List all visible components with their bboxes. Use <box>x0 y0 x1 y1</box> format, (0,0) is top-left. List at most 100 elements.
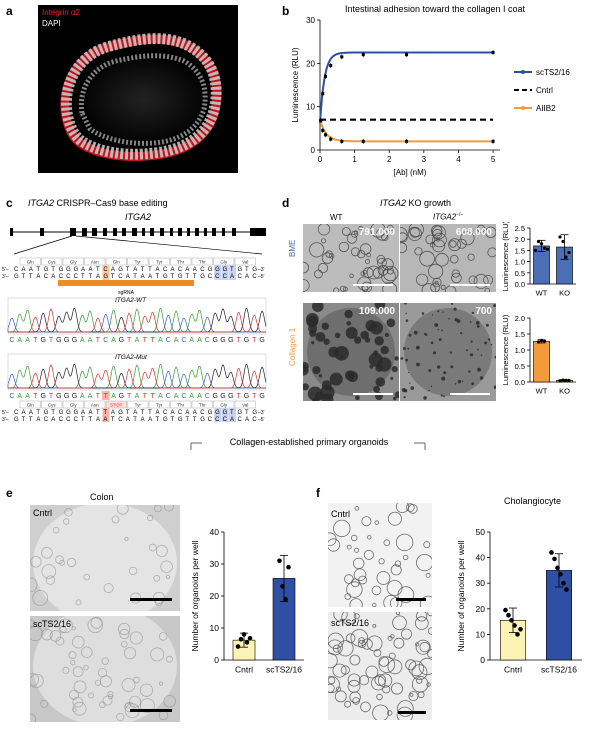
organoid <box>45 575 56 585</box>
strand-prefix: 5'– <box>2 410 9 416</box>
y-tick-label: 1.0 <box>515 258 525 267</box>
organoid <box>30 626 43 642</box>
organoid <box>409 382 411 384</box>
called-base: T <box>96 393 101 400</box>
organoid <box>449 240 457 248</box>
y-tick-label: 20 <box>476 604 486 614</box>
base: T <box>89 274 93 280</box>
organoid <box>124 537 129 542</box>
organoid <box>309 329 317 337</box>
amino-acid-box <box>62 257 84 266</box>
column-label-ko: ITGA2−/− <box>433 212 464 222</box>
organoid <box>165 574 170 579</box>
organoid <box>473 274 489 290</box>
organoid <box>75 599 82 606</box>
organoid <box>436 365 441 369</box>
strand-prefix: 3'– <box>2 417 9 422</box>
amino-acid-label: Thr <box>177 260 184 265</box>
count-bme-wt: 791.000 <box>358 227 395 238</box>
base: T <box>81 274 85 280</box>
data-point <box>244 640 250 645</box>
amino-acid-box <box>148 257 170 266</box>
organoid <box>62 666 70 674</box>
organoid <box>73 680 87 694</box>
organoid <box>448 318 450 320</box>
data-point <box>515 632 520 637</box>
organoid <box>405 312 407 315</box>
base: A <box>148 274 152 280</box>
data-point <box>555 565 560 571</box>
organoid <box>485 323 489 327</box>
organoid <box>150 647 165 662</box>
x-tick-label: 4 <box>456 155 461 164</box>
organoid <box>421 283 436 292</box>
colon-cntrl-drawing <box>30 505 177 611</box>
organoid <box>428 369 432 372</box>
organoid <box>441 376 446 381</box>
organoid <box>30 556 42 568</box>
organoid <box>328 639 343 656</box>
itga2-wt-label: ITGA2-WT <box>115 297 147 304</box>
x-tick-label: KO <box>559 289 570 298</box>
organoid <box>365 665 379 679</box>
organoid <box>449 254 459 264</box>
panel-letter-e: e <box>6 486 13 500</box>
organoid <box>400 232 408 243</box>
base: A <box>170 267 174 273</box>
organoid <box>377 257 387 268</box>
organoid <box>70 659 76 666</box>
organoid <box>328 538 341 552</box>
base: C <box>118 274 123 280</box>
count-collagen-ko: 700 <box>475 306 492 317</box>
organoid <box>349 654 361 666</box>
organoid <box>306 313 319 326</box>
base: G <box>74 410 79 416</box>
data-point <box>561 378 565 382</box>
strand-suffix: –3' <box>258 267 265 273</box>
base: G <box>200 417 205 422</box>
organoid <box>469 321 472 323</box>
base: T <box>245 267 249 273</box>
strand-suffix: –5' <box>258 274 265 280</box>
organoid <box>360 701 371 713</box>
organoid <box>30 673 44 688</box>
organoid <box>381 269 396 284</box>
base: G <box>66 410 71 416</box>
base: T <box>193 417 197 422</box>
organoid <box>387 224 394 232</box>
base: T <box>133 417 137 422</box>
organoid <box>155 544 168 557</box>
called-base: G <box>119 337 124 344</box>
organoid <box>313 269 323 279</box>
chart-b: 0 10 20 30 0 1 2 3 4 5 [Ab] (nM) Luminescence (RLU)… <box>291 16 570 177</box>
legend-marker <box>521 70 525 74</box>
base: T <box>29 274 33 280</box>
amino-acid-box <box>105 400 127 409</box>
y-axis-label: Number of organoids per well <box>190 540 200 651</box>
y-tick-label: 0.0 <box>515 280 525 289</box>
called-base: C <box>103 337 108 344</box>
data-point <box>536 239 541 244</box>
organoid <box>128 566 138 576</box>
base: C <box>252 417 257 422</box>
base: T <box>51 267 55 273</box>
organoid-fluorescence-drawing <box>38 5 238 173</box>
organoid <box>395 533 414 552</box>
organoid <box>433 351 436 355</box>
amino-acid-label: STOP <box>110 403 122 408</box>
base: G <box>215 410 220 416</box>
amino-acid-label: Tyr <box>135 403 142 408</box>
cholangiocyte-treated-drawing <box>328 612 432 720</box>
base: A <box>29 410 33 416</box>
organoid <box>408 660 425 677</box>
row-label-collagen: Collagen 1 <box>288 327 297 366</box>
base: G <box>208 267 213 273</box>
organoid <box>66 557 77 568</box>
base: C <box>59 417 64 422</box>
called-base: T <box>33 337 38 344</box>
organoid <box>477 224 486 233</box>
base: C <box>44 417 49 422</box>
organoid <box>428 389 430 392</box>
organoid <box>338 241 350 253</box>
organoid <box>353 557 365 570</box>
